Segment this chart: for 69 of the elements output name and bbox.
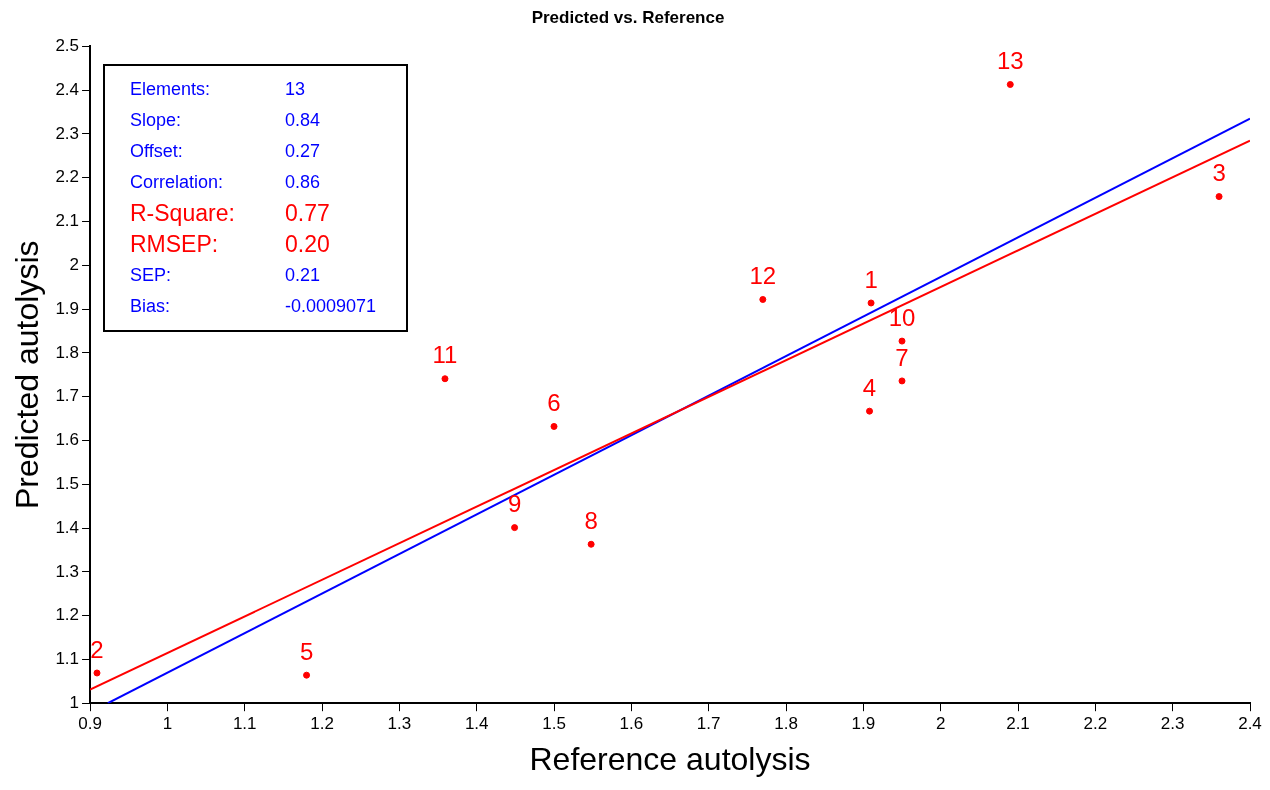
y-tick-label: 2.5 <box>55 36 80 56</box>
point <box>759 295 767 303</box>
y-tick-label: 2.1 <box>55 211 80 231</box>
annotation: 6 <box>547 389 561 417</box>
y-tick-label: 1.2 <box>55 605 80 625</box>
point <box>93 669 101 677</box>
x-tick-label: 1.6 <box>619 714 644 734</box>
annotation: 8 <box>584 506 598 534</box>
y-tick-label: 1.6 <box>55 430 80 450</box>
x-tick-label: 2.2 <box>1083 714 1108 734</box>
annotation: 10 <box>888 303 916 331</box>
point <box>441 375 449 383</box>
x-tick-label: 2.3 <box>1160 714 1185 734</box>
y-tick-label: 1.3 <box>55 561 80 581</box>
x-tick-label: 2 <box>935 714 946 734</box>
y-tick-label: 2.4 <box>55 79 80 99</box>
annotation: 1 <box>864 265 878 293</box>
x-tick-label: 2.4 <box>1238 714 1262 734</box>
text: R-Square: 0.77 <box>130 200 330 226</box>
text: Elements: 13 <box>130 79 306 99</box>
point <box>867 299 875 307</box>
x-tick-label: 1.9 <box>851 714 876 734</box>
text: RMSEP: 0.20 <box>130 231 330 257</box>
y-tick-label: 2.3 <box>55 123 80 143</box>
annotation: 12 <box>749 262 777 290</box>
point <box>866 407 874 415</box>
annotation: 5 <box>299 637 314 665</box>
point <box>898 337 906 345</box>
y-tick-label: 1 <box>69 692 80 712</box>
annotation: 9 <box>507 490 522 518</box>
chart-title: Predicted vs. Reference <box>531 7 725 27</box>
annotation: 2 <box>90 635 104 663</box>
y-tick-label: 2.2 <box>55 167 80 187</box>
x-tick-label: 0.9 <box>78 714 102 734</box>
point <box>898 377 906 385</box>
y-tick-label: 1.9 <box>55 298 80 318</box>
annotation: 11 <box>432 341 458 369</box>
point <box>511 524 519 532</box>
y-tick-label: 2 <box>69 255 80 275</box>
text: SEP: 0.21 <box>130 265 321 285</box>
x-tick-label: 1.3 <box>387 714 412 734</box>
x-tick-label: 1.2 <box>310 714 334 734</box>
y-axis-title: Predicted autolysis <box>9 240 46 510</box>
x-tick-label: 1.8 <box>774 714 798 734</box>
x-tick-label: 1.5 <box>542 714 566 734</box>
x-axis-title: Reference autolysis <box>529 740 811 777</box>
y-tick-label: 1.4 <box>55 517 80 537</box>
x-tick-label: 1.1 <box>232 714 257 734</box>
x-tick-label: 1.7 <box>696 714 721 734</box>
y-tick-label: 1.7 <box>55 386 80 406</box>
point <box>303 671 311 679</box>
annotation: 7 <box>895 343 909 371</box>
x-tick-label: 1.4 <box>464 714 489 734</box>
annotation: 3 <box>1212 159 1226 187</box>
x-tick-label: 1 <box>162 714 173 734</box>
point <box>587 540 595 548</box>
y-tick-label: 1.5 <box>55 473 80 493</box>
text: Correlation: 0.86 <box>130 172 321 192</box>
y-tick-label: 1.8 <box>55 342 80 362</box>
x-tick-label: 2.1 <box>1006 714 1030 734</box>
y-tick-label: 1.1 <box>55 649 80 669</box>
text: Offset: 0.27 <box>130 141 321 161</box>
text: Slope: 0.84 <box>130 110 321 130</box>
point <box>1215 193 1223 201</box>
text: Bias: -0.0009071 <box>130 296 377 316</box>
point <box>550 422 558 430</box>
point <box>1006 80 1014 88</box>
annotation: 13 <box>996 47 1024 75</box>
annotation: 4 <box>862 373 877 401</box>
